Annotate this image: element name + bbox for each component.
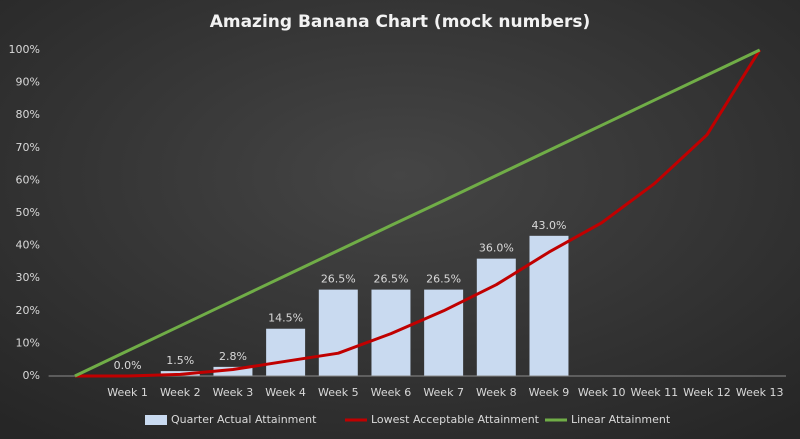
data-label: 43.0% (532, 219, 567, 232)
data-label: 36.0% (479, 242, 514, 255)
x-tick-label: Week 4 (265, 386, 306, 399)
x-tick-label: Week 1 (107, 386, 148, 399)
data-label: 26.5% (426, 273, 461, 286)
bar (213, 366, 253, 376)
x-tick-label: Week 5 (318, 386, 359, 399)
bar (266, 328, 306, 376)
x-tick-label: Week 3 (213, 386, 254, 399)
legend-swatch (145, 415, 167, 425)
data-label: 26.5% (373, 273, 408, 286)
y-tick-label: 0% (23, 369, 40, 382)
legend-label: Linear Attainment (571, 413, 671, 426)
legend-label: Quarter Actual Attainment (171, 413, 317, 426)
data-label: 26.5% (321, 273, 356, 286)
x-tick-label: Week 8 (476, 386, 517, 399)
bar (318, 289, 358, 376)
line (74, 49, 761, 378)
x-tick-label: Week 7 (423, 386, 464, 399)
x-tick-label: Week 13 (736, 386, 784, 399)
data-label: 1.5% (166, 354, 194, 367)
y-tick-label: 50% (16, 206, 40, 219)
x-tick-label: Week 6 (371, 386, 412, 399)
data-label: 14.5% (268, 312, 303, 325)
bar (529, 235, 569, 376)
x-tick-label: Week 12 (683, 386, 731, 399)
x-tick-label: Week 9 (529, 386, 570, 399)
x-tick-label: Week 2 (160, 386, 201, 399)
y-tick-label: 60% (16, 173, 40, 186)
y-tick-label: 100% (9, 43, 40, 56)
y-tick-label: 40% (16, 239, 40, 252)
y-tick-label: 80% (16, 108, 40, 121)
y-tick-label: 70% (16, 141, 40, 154)
y-tick-label: 10% (16, 336, 40, 349)
y-tick-label: 90% (16, 76, 40, 89)
x-tick-label: Week 10 (578, 386, 626, 399)
y-tick-label: 30% (16, 271, 40, 284)
line (74, 48, 761, 378)
legend-label: Lowest Acceptable Attainment (371, 413, 540, 426)
chart-title: Amazing Banana Chart (mock numbers) (210, 12, 591, 32)
y-tick-label: 20% (16, 304, 40, 317)
data-label: 2.8% (219, 350, 247, 363)
x-tick-label: Week 11 (631, 386, 679, 399)
data-label: 0.0% (114, 359, 142, 372)
